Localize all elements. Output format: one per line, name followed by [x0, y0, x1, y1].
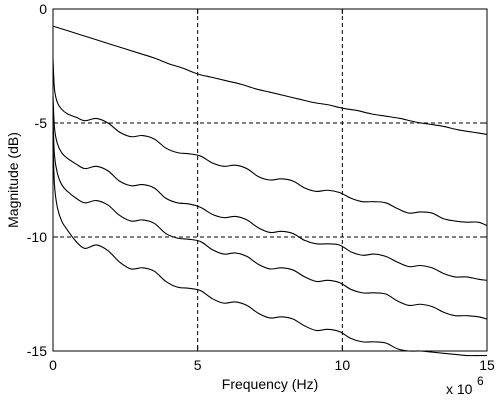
x-tick-label: 0	[49, 357, 57, 373]
y-tick-label: -10	[27, 229, 47, 245]
x-tick-label: 15	[479, 357, 495, 373]
series-line-2	[52, 59, 488, 227]
series-line-1	[52, 25, 488, 135]
tick-label-layer: 0 5 10 15 0 -5 -10 -15	[27, 1, 495, 373]
x-tick-label: 10	[335, 357, 351, 373]
x-tick-label: 5	[194, 357, 202, 373]
x-axis-label: Frequency (Hz)	[222, 376, 318, 392]
grid-layer	[53, 9, 487, 351]
plot-frame	[52, 8, 488, 352]
series-line-3	[52, 95, 488, 281]
y-tick-label: -15	[27, 343, 47, 359]
x-axis-exponent: 6	[477, 374, 484, 388]
y-axis-label: Magnitude (dB)	[5, 132, 21, 228]
series-line-4	[52, 118, 488, 320]
y-tick-label: -5	[35, 115, 48, 131]
series-layer	[52, 25, 488, 357]
x-axis-multiplier: x 10	[446, 381, 473, 397]
y-tick-label: 0	[39, 1, 47, 17]
